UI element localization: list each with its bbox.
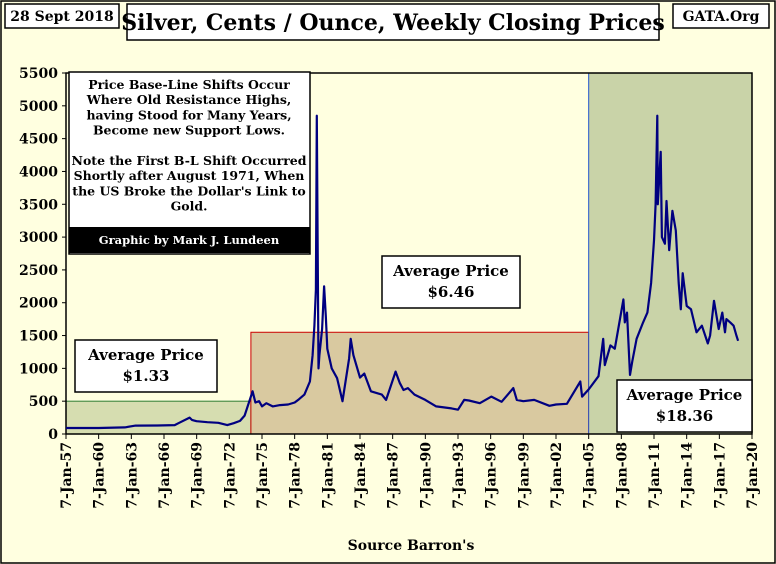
x-tick-label: 7-Jan-75 <box>255 442 271 509</box>
x-tick-label: 7-Jan-78 <box>288 442 304 509</box>
average-price-label-2: Average Price $6.46 <box>381 255 521 309</box>
x-tick-label: 7-Jan-02 <box>549 442 565 509</box>
y-tick-label: 3500 <box>19 197 58 213</box>
y-tick-label: 2500 <box>19 263 58 279</box>
brand-label: GATA.Org <box>683 9 760 25</box>
average-price-box <box>381 255 521 309</box>
x-tick-label: 7-Jan-69 <box>190 442 206 509</box>
x-tick-label: 7-Jan-57 <box>59 442 75 509</box>
average-price-label-3: Average Price $18.36 <box>616 379 753 433</box>
chart-title: Silver, Cents / Ounce, Weekly Closing Pr… <box>121 10 665 36</box>
average-price-text: $1.33 <box>123 367 170 385</box>
x-tick-label: 7-Jan-63 <box>124 442 140 509</box>
credit-bar <box>69 227 310 253</box>
note-line: Where Old Resistance Highs, <box>86 92 292 107</box>
y-tick-label: 5000 <box>19 99 58 115</box>
axes: 0 500 1000 1500 2000 2500 3000 3500 4000 4500 5000… <box>19 66 761 509</box>
silver-price-line <box>66 114 740 430</box>
note-line: the US Broke the Dollar's Link to <box>72 183 305 198</box>
average-price-box <box>616 379 753 433</box>
x-tick-label: 7-Jan-90 <box>418 442 434 509</box>
x-tick-label: 7-Jan-84 <box>353 442 369 509</box>
note-line: Gold. <box>171 199 208 214</box>
date-label: 28 Sept 2018 <box>10 9 113 25</box>
x-tick-label: 7-Jan-81 <box>320 442 336 509</box>
x-tick-label: 7-Jan-11 <box>647 442 663 509</box>
x-tick-label: 7-Jan-72 <box>222 442 238 509</box>
average-price-text: Average Price <box>87 346 204 364</box>
credit-label: Graphic by Mark J. Lundeen <box>99 233 280 247</box>
x-tick-label: 7-Jan-96 <box>484 442 500 509</box>
x-tick-label: 7-Jan-87 <box>386 442 402 509</box>
title-box <box>126 3 660 41</box>
note-background <box>68 71 311 255</box>
region-2005-2018 <box>588 72 753 435</box>
y-tick-label: 500 <box>29 394 58 410</box>
x-axis-title: Source Barron's <box>348 538 475 554</box>
x-tick-label: 7-Jan-14 <box>680 442 696 509</box>
x-tick-label: 7-Jan-99 <box>516 442 532 509</box>
x-tick-label: 7-Jan-60 <box>92 442 108 509</box>
y-tick-label: 4500 <box>19 132 58 148</box>
x-tick-label: 7-Jan-05 <box>582 442 598 509</box>
x-tick-label: 7-Jan-20 <box>745 442 761 509</box>
y-tick-label: 2000 <box>19 296 58 312</box>
note-line: Shortly after August 1971, When <box>74 168 305 183</box>
x-tick-label: 7-Jan-66 <box>157 442 173 509</box>
note-line: Price Base-Line Shifts Occur <box>88 77 290 92</box>
x-tick-label: 7-Jan-17 <box>712 442 728 509</box>
region-1974-2004 <box>250 331 590 435</box>
brand-box <box>672 3 770 29</box>
average-price-box <box>74 339 218 393</box>
x-tick-label: 7-Jan-08 <box>614 442 630 509</box>
y-tick-label: 0 <box>48 427 58 443</box>
y-tick-label: 5500 <box>19 66 58 82</box>
average-price-text: $18.36 <box>656 407 713 425</box>
note-line: Become new Support Lows. <box>93 123 285 138</box>
y-tick-label: 1500 <box>19 329 58 345</box>
average-price-text: Average Price <box>626 386 743 404</box>
plot-border <box>65 72 753 435</box>
x-tick-label: 7-Jan-93 <box>451 442 467 509</box>
average-price-text: Average Price <box>392 262 509 280</box>
y-tick-label: 3000 <box>19 230 58 246</box>
average-price-label-1: Average Price $1.33 <box>74 339 218 393</box>
note-line: having Stood for Many Years, <box>86 107 291 122</box>
note-line: Note the First B-L Shift Occurred <box>72 153 307 168</box>
y-tick-label: 4000 <box>19 164 58 180</box>
date-box <box>4 3 120 29</box>
average-price-text: $6.46 <box>428 283 475 301</box>
y-tick-label: 1000 <box>19 361 58 377</box>
